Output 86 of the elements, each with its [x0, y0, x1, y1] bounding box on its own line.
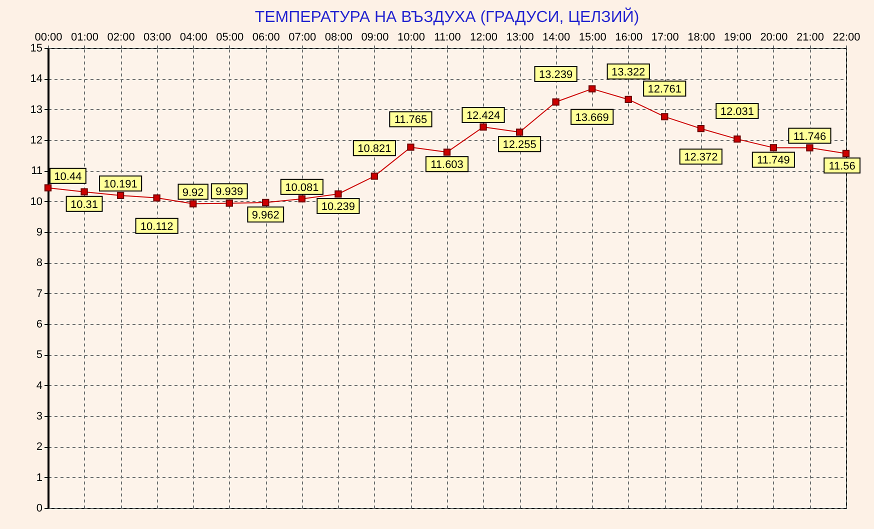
- data-label: 9.939: [216, 186, 244, 198]
- point: [806, 144, 814, 152]
- y-tick-label: 14: [30, 73, 42, 86]
- data-label: 10.112: [140, 220, 174, 233]
- y-tick-label: 9: [36, 226, 42, 238]
- x-tick-label: 10:00: [397, 32, 425, 44]
- x-tick-label: 17:00: [651, 32, 679, 44]
- x-tick-label: 09:00: [361, 32, 389, 44]
- point: [226, 200, 233, 207]
- data-label: 12.031: [720, 106, 754, 118]
- point: [407, 144, 414, 151]
- y-tick-label: 3: [36, 410, 42, 422]
- x-tick-label: 11:00: [434, 32, 461, 44]
- x-tick-label: 18:00: [688, 32, 716, 44]
- x-tick-label: 21:00: [796, 32, 824, 44]
- x-tick-label: 07:00: [288, 32, 316, 44]
- chart-title: ТЕМПЕРАТУРА НА ВЪЗДУХА (ГРАДУСИ, ЦЕЛЗИЙ): [254, 7, 640, 26]
- point: [661, 113, 668, 120]
- point: [770, 144, 778, 152]
- y-tick-label: 13: [30, 104, 42, 116]
- data-label: 12.255: [502, 139, 536, 152]
- data-label: 11.746: [793, 130, 826, 143]
- x-tick-label: 01:00: [71, 32, 99, 44]
- data-label: 10.821: [358, 143, 392, 156]
- point: [190, 200, 197, 208]
- x-tick-label: 16:00: [615, 32, 643, 44]
- data-label: 11.765: [394, 114, 428, 126]
- data-label: 12.761: [648, 84, 682, 96]
- y-tick-label: 6: [36, 318, 42, 330]
- x-tick-label: 15:00: [578, 32, 606, 44]
- data-label: 11.749: [757, 154, 790, 167]
- data-label: 10.239: [321, 201, 356, 214]
- x-tick-label: 08:00: [324, 32, 352, 44]
- data-label: 10.44: [54, 170, 82, 183]
- point: [588, 85, 596, 92]
- data-label: 11.603: [430, 159, 464, 172]
- data-label: 10.081: [285, 182, 319, 194]
- x-tick-label: 05:00: [216, 32, 244, 44]
- x-tick-label: 04:00: [180, 32, 208, 44]
- data-label: 9.92: [182, 186, 204, 199]
- point: [443, 148, 451, 156]
- y-tick-label: 7: [36, 288, 42, 300]
- point: [44, 184, 52, 192]
- x-tick-label: 02:00: [107, 32, 135, 44]
- data-label: 12.424: [466, 110, 500, 122]
- point: [80, 188, 88, 196]
- data-label: 13.669: [575, 112, 609, 124]
- data-label: 13.239: [538, 69, 573, 82]
- y-tick-label: 2: [36, 441, 42, 454]
- x-tick-label: 19:00: [724, 32, 752, 44]
- x-tick-label: 14:00: [542, 32, 570, 44]
- y-tick-label: 4: [36, 380, 42, 392]
- x-tick-label: 00:00: [34, 32, 62, 44]
- data-label: 9.962: [252, 210, 280, 222]
- x-tick-label: 22:00: [832, 32, 860, 44]
- point: [334, 190, 342, 198]
- x-tick-label: 20:00: [760, 32, 788, 44]
- data-label: 11.56: [828, 160, 856, 172]
- point: [298, 195, 306, 202]
- point: [842, 150, 850, 158]
- data-label: 12.372: [684, 152, 718, 164]
- point: [697, 125, 704, 132]
- y-tick-label: 0: [36, 502, 42, 514]
- y-tick-label: 11: [31, 165, 42, 178]
- x-tick-label: 03:00: [144, 32, 172, 44]
- y-tick-label: 15: [30, 42, 42, 54]
- x-tick-label: 06:00: [252, 32, 280, 44]
- point: [153, 194, 160, 202]
- y-tick-label: 5: [36, 349, 42, 362]
- data-label: 10.31: [70, 198, 98, 211]
- point: [116, 192, 124, 200]
- data-label: 10.191: [104, 178, 138, 190]
- y-tick-label: 10: [30, 196, 42, 208]
- point: [552, 98, 560, 106]
- point: [370, 172, 378, 180]
- y-tick-label: 8: [36, 257, 42, 270]
- point: [262, 198, 270, 206]
- x-tick-label: 12:00: [470, 32, 498, 44]
- y-tick-label: 12: [30, 134, 42, 146]
- point: [624, 96, 632, 104]
- x-tick-label: 13:00: [506, 32, 534, 44]
- point: [480, 123, 487, 131]
- data-label: 13.322: [612, 66, 646, 78]
- point: [734, 135, 741, 143]
- y-tick-label: 1: [36, 472, 42, 484]
- point: [516, 128, 524, 136]
